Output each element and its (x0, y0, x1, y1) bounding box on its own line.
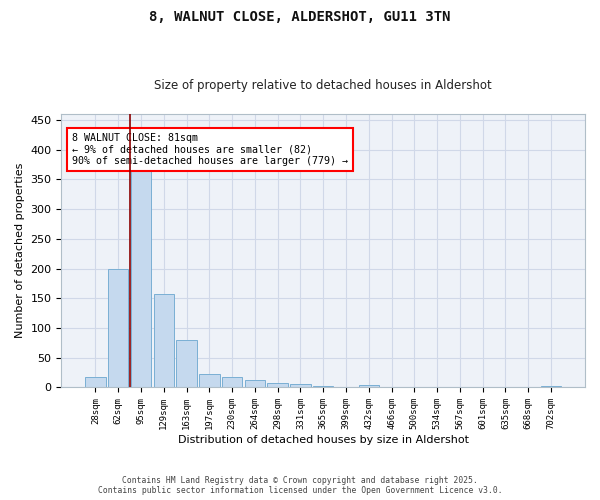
Title: Size of property relative to detached houses in Aldershot: Size of property relative to detached ho… (154, 79, 492, 92)
Bar (108, 268, 128, 388)
Bar (313, 386, 334, 388)
Bar (290, 384, 311, 388)
Bar (154, 294, 174, 388)
Bar (131, 164, 151, 388)
Bar (222, 377, 242, 388)
X-axis label: Distribution of detached houses by size in Aldershot: Distribution of detached houses by size … (178, 435, 469, 445)
Text: 8, WALNUT CLOSE, ALDERSHOT, GU11 3TN: 8, WALNUT CLOSE, ALDERSHOT, GU11 3TN (149, 10, 451, 24)
Bar (245, 380, 265, 388)
Bar (176, 340, 197, 388)
Bar (85, 377, 106, 388)
Bar (268, 382, 288, 388)
Text: 8 WALNUT CLOSE: 81sqm
← 9% of detached houses are smaller (82)
90% of semi-detac: 8 WALNUT CLOSE: 81sqm ← 9% of detached h… (72, 133, 348, 166)
Bar (541, 386, 561, 388)
Y-axis label: Number of detached properties: Number of detached properties (15, 163, 25, 338)
Bar (359, 385, 379, 388)
Bar (336, 387, 356, 388)
Bar (199, 374, 220, 388)
Text: Contains HM Land Registry data © Crown copyright and database right 2025.
Contai: Contains HM Land Registry data © Crown c… (98, 476, 502, 495)
